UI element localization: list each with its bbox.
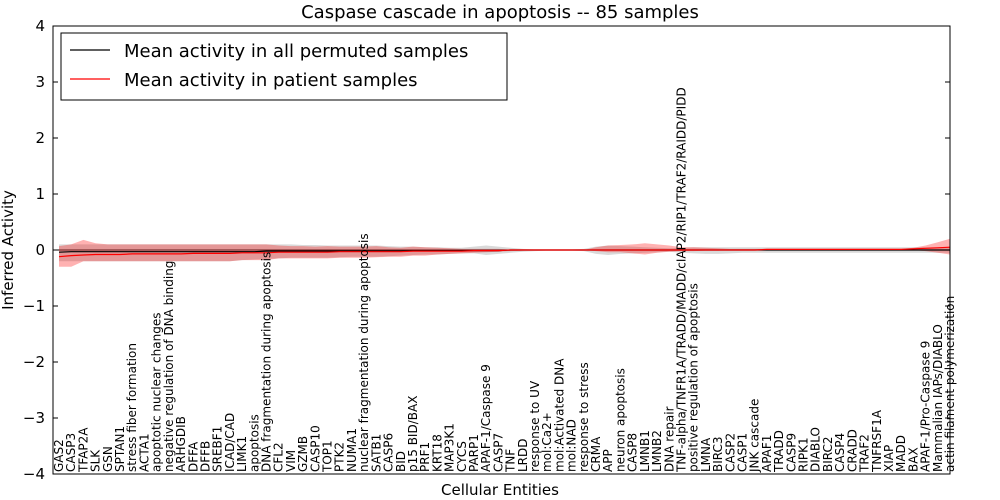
x-category-label: negative regulation of DNA binding: [162, 261, 176, 472]
x-category-label: CYCS: [455, 441, 469, 472]
y-tick-label: 4: [35, 17, 45, 35]
confidence-bands: [59, 238, 950, 267]
x-category-label: LMNA: [699, 437, 713, 472]
x-category-label: APAF1: [760, 435, 774, 472]
x-category-label: LMNB2: [650, 430, 664, 472]
x-category-label: ICAD/CAD: [223, 413, 237, 472]
y-tick-label: 3: [35, 73, 45, 91]
x-category-label: APAF-1/Pro-Caspase 9: [919, 341, 933, 472]
x-category-label: VIM: [284, 450, 298, 472]
x-category-label: XIAP: [882, 445, 896, 472]
x-category-label: APP: [601, 449, 615, 472]
x-category-label: TRAF2: [858, 434, 872, 473]
x-category-label: SATB1: [369, 434, 383, 472]
y-tick-label: 0: [35, 241, 45, 259]
x-category-label: TNF: [504, 449, 518, 473]
x-category-label: CASP2: [723, 433, 737, 472]
x-category-label: Mammalian IAPs/DIABLO: [931, 324, 945, 472]
x-category-label: ACTA1: [137, 433, 151, 472]
legend-label-permuted: Mean activity in all permuted samples: [124, 41, 468, 62]
x-category-label: DFFB: [199, 441, 213, 472]
x-category-label: p15 BID/BAX: [406, 396, 420, 472]
x-category-label: TNF-alpha/TNFR1A/TRADD/MADD/cIAP2/RIP1/T…: [675, 87, 689, 473]
x-category-label: BAX: [906, 447, 920, 472]
legend-box: [60, 32, 508, 101]
x-category-label: PARP1: [467, 434, 481, 472]
x-category-label: DNA repair: [662, 406, 676, 472]
legend: Mean activity in all permuted samples Me…: [60, 32, 508, 101]
x-category-label: KRT18: [430, 434, 444, 472]
x-category-label: ARHGDIB: [174, 416, 188, 472]
x-category-label: mol:NAD: [565, 419, 579, 472]
patient-mean-line: [58, 246, 951, 258]
permuted-band: [59, 244, 950, 262]
x-category-label: PRF1: [418, 442, 432, 472]
y-axis-ticks: 4 3 2 1 0 −1 −2 −3 −4: [23, 17, 950, 483]
y-tick-label: −1: [23, 297, 45, 315]
x-category-label: RIPK1: [797, 437, 811, 472]
x-category-label: APAF-1/Caspase 9: [479, 364, 493, 472]
x-category-label: SPTAN1: [113, 426, 127, 472]
x-category-label: CASP7: [491, 433, 505, 472]
x-category-label: CASP6: [382, 433, 396, 472]
x-category-label: TFAP2A: [76, 427, 90, 473]
x-category-label: NUMA1: [345, 428, 359, 472]
x-category-label: TNFRSF1A: [870, 409, 884, 473]
x-category-label: mol:Ca2+: [540, 412, 554, 472]
y-tick-label: 1: [35, 185, 45, 203]
legend-label-patient: Mean activity in patient samples: [124, 70, 418, 91]
x-category-label: DFFA: [186, 441, 200, 472]
x-category-label: DIABLO: [809, 427, 823, 472]
x-category-label: response to UV: [528, 380, 542, 472]
x-category-label: apoptosis: [247, 414, 261, 472]
y-tick-label: −4: [23, 465, 45, 483]
x-category-label: BID: [394, 451, 408, 472]
x-category-label: LMNB1: [638, 430, 652, 472]
x-axis-label: Cellular Entities: [441, 481, 559, 499]
x-category-label: CRMA: [589, 436, 603, 472]
x-category-label: BIRC2: [821, 436, 835, 472]
x-category-label: CASP8: [626, 433, 640, 472]
x-category-label: MADD: [894, 435, 908, 472]
x-category-label: LIMK1: [235, 436, 249, 472]
x-category-label: CFL2: [272, 442, 286, 472]
x-category-label: CASP10: [308, 425, 322, 472]
x-category-label: DNA fragmentation during apoptosis: [260, 252, 274, 472]
x-category-label: CASP4: [833, 433, 847, 472]
y-tick-label: 2: [35, 129, 45, 147]
y-tick-label: −2: [23, 353, 45, 371]
x-category-label: GAS2: [52, 439, 66, 472]
x-category-label: LRDD: [516, 438, 530, 472]
x-category-label: stress fiber formation: [125, 343, 139, 472]
x-category-label: nuclear fragmentation during apoptosis: [357, 233, 371, 472]
patient-band: [59, 238, 950, 267]
x-category-label: CRADD: [845, 429, 859, 472]
x-category-label: SREBF1: [211, 426, 225, 472]
series-lines: [58, 246, 951, 258]
x-category-label: CASP3: [64, 433, 78, 472]
x-category-label: GSN: [101, 446, 115, 472]
x-category-label: apoptotic nuclear changes: [150, 313, 164, 472]
x-category-label: BIRC3: [711, 436, 725, 472]
x-category-label: PTK2: [333, 442, 347, 472]
x-category-label: CASP9: [784, 433, 798, 472]
x-category-label: mol:Activated DNA: [552, 358, 566, 472]
y-axis-label: Inferred Activity: [0, 190, 17, 310]
x-category-label: TOP1: [321, 440, 335, 473]
x-category-label: positive regulation of apoptosis: [687, 283, 701, 472]
x-category-label: response to stress: [577, 362, 591, 472]
x-category-label: TRADD: [772, 430, 786, 473]
x-category-label: neuron apoptosis: [614, 368, 628, 472]
x-category-label: actin filament polymerization: [943, 296, 957, 472]
x-category-label: GZMB: [296, 436, 310, 472]
x-category-label: SLK: [89, 449, 103, 472]
chart-title: Caspase cascade in apoptosis -- 85 sampl…: [301, 2, 699, 23]
x-category-label: JNK cascade: [748, 399, 762, 473]
y-tick-label: −3: [23, 409, 45, 427]
x-category-label: CASP1: [736, 433, 750, 472]
x-category-label: MAP3K1: [443, 423, 457, 472]
